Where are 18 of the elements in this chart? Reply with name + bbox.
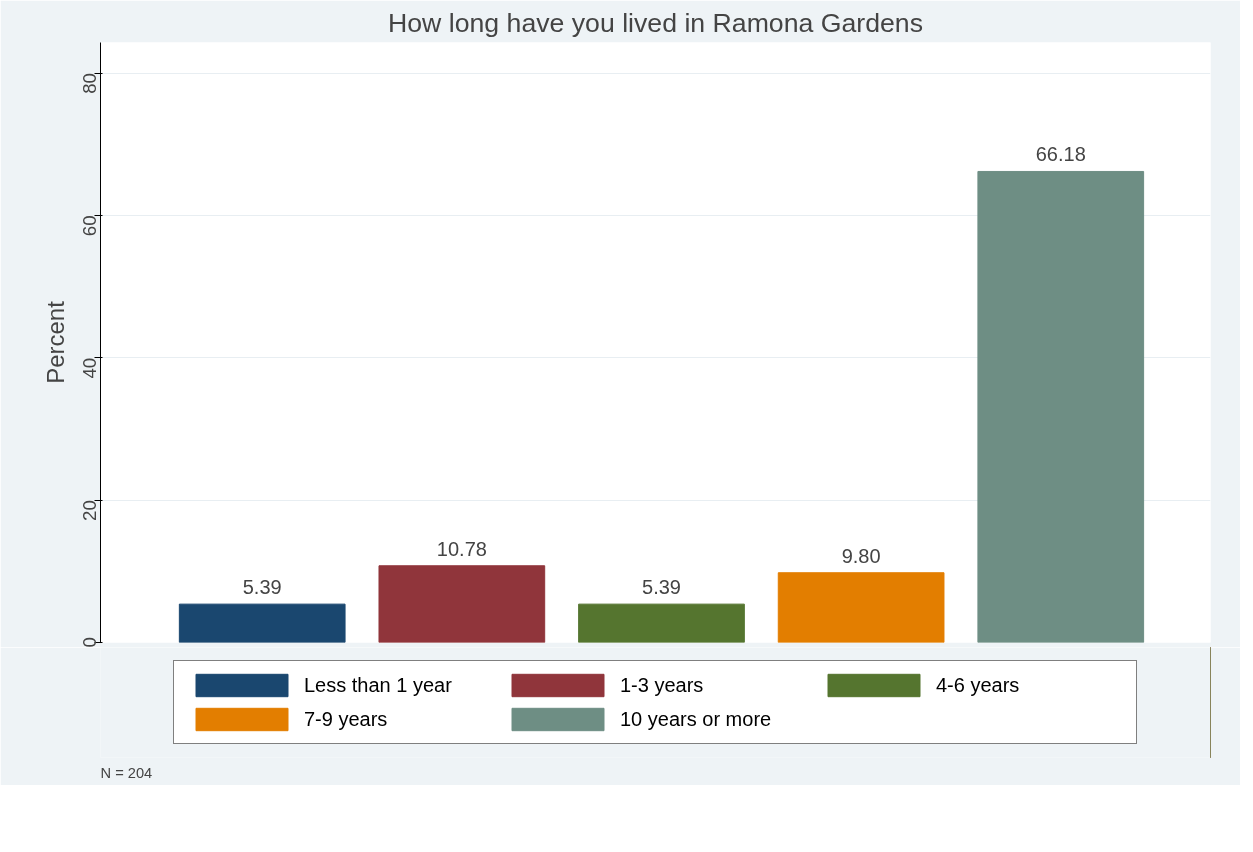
text: 9.80 [841, 544, 881, 567]
legend-label: 10 years or more [620, 706, 773, 732]
y-tick-label: 80 [79, 73, 100, 94]
y-tick-label: 40 [79, 357, 100, 379]
legend-label: Less than 1 year [304, 672, 453, 698]
text: 5.39 [242, 576, 282, 599]
text: N = 204 [100, 764, 153, 781]
legend-label: 1-3 years [620, 672, 705, 698]
legend-label: 4-6 years [936, 672, 1021, 698]
y-tick-label: 0 [79, 637, 100, 648]
y-axis-title: Percent [41, 300, 69, 384]
text: 10.78 [436, 537, 487, 560]
text: 66.18 [1035, 143, 1086, 166]
y-tick-label: 60 [79, 215, 100, 237]
chart-title: How long have you lived in Ramona Gardens [388, 7, 923, 38]
text: 5.39 [642, 576, 681, 599]
legend-label: 7-9 years [304, 706, 389, 732]
y-tick-label: 20 [79, 500, 100, 521]
